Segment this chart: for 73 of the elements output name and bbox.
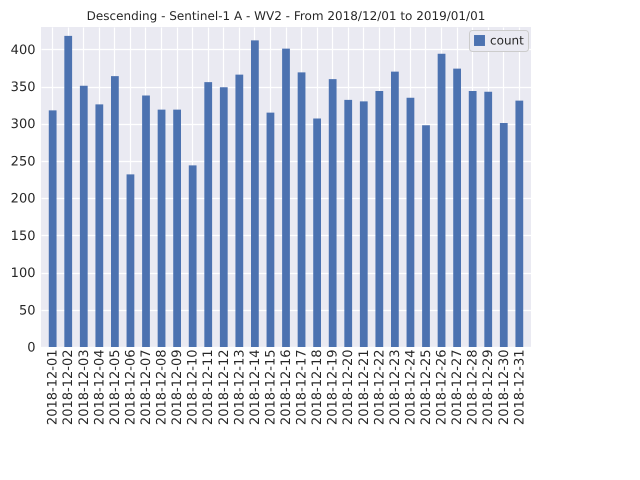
x-tick-label: 2018-12-11 <box>201 350 216 426</box>
bar <box>422 125 430 347</box>
bar <box>251 40 259 347</box>
x-tick-label: 2018-12-08 <box>154 350 170 426</box>
bar <box>111 76 119 347</box>
bar <box>220 87 228 347</box>
x-tick-label: 2018-12-04 <box>92 350 108 426</box>
x-tick-label: 2018-12-30 <box>496 350 512 426</box>
bar <box>204 82 212 347</box>
x-tick-label: 2018-12-13 <box>232 350 248 426</box>
x-tick-label: 2018-12-19 <box>326 350 341 426</box>
y-tick-label: 250 <box>10 154 36 170</box>
y-tick-label: 0 <box>27 340 36 356</box>
x-tick-label: 2018-12-25 <box>419 350 434 426</box>
y-tick-label: 50 <box>18 303 36 318</box>
y-tick-label: 400 <box>10 42 36 58</box>
x-tick-label: 2018-12-20 <box>341 350 356 426</box>
bar <box>468 91 477 347</box>
y-tick-label: 200 <box>10 192 36 207</box>
bar <box>173 110 181 347</box>
bar <box>266 112 274 347</box>
bar <box>360 101 368 347</box>
bar <box>126 174 134 347</box>
bar <box>188 165 197 347</box>
y-tick-label: 150 <box>10 228 36 244</box>
x-tick-label: 2018-12-07 <box>139 350 154 426</box>
x-tick-label: 2018-12-27 <box>450 350 466 426</box>
bar <box>158 110 166 347</box>
bar <box>298 72 306 347</box>
bar <box>64 36 72 347</box>
x-tick-label: 2018-12-12 <box>216 350 232 426</box>
x-tick-label: 2018-12-06 <box>123 350 138 426</box>
bar <box>375 91 384 347</box>
y-tick-label: 100 <box>10 266 36 282</box>
x-tick-label: 2018-12-21 <box>356 350 372 426</box>
bar <box>391 72 399 347</box>
bar <box>313 118 321 347</box>
x-tick-label: 2018-12-23 <box>388 350 403 426</box>
x-tick-label: 2018-12-18 <box>310 350 326 426</box>
bar <box>95 104 104 347</box>
x-tick-label: 2018-12-01 <box>46 350 61 426</box>
x-tick-label: 2018-12-26 <box>434 350 450 426</box>
bar <box>282 48 290 347</box>
bar <box>453 68 461 347</box>
y-tick-label: 350 <box>10 80 36 96</box>
bar <box>500 123 508 347</box>
x-tick-label: 2018-12-05 <box>108 350 123 426</box>
bar <box>328 79 337 347</box>
legend-label: count <box>490 34 524 48</box>
x-tick-label: 2018-12-16 <box>279 350 294 426</box>
bar <box>406 98 414 347</box>
x-tick-label: 2018-12-29 <box>481 350 496 426</box>
x-tick-label: 2018-12-31 <box>512 350 528 426</box>
bar <box>80 86 88 347</box>
x-tick-label: 2018-12-14 <box>248 350 263 426</box>
bar <box>344 100 352 347</box>
bar <box>438 54 446 347</box>
y-tick-label: 300 <box>10 117 36 132</box>
x-tick-label: 2018-12-28 <box>466 350 481 426</box>
x-tick-label: 2018-12-24 <box>403 350 418 426</box>
chart-title: Descending - Sentinel-1 A - WV2 - From 2018/12/01 to 2019/01/01 <box>86 9 486 23</box>
x-tick-label: 2018-12-10 <box>186 350 201 426</box>
x-tick-label: 2018-12-03 <box>76 350 92 426</box>
x-tick-label: 2018-12-17 <box>294 350 310 426</box>
bar <box>515 100 524 347</box>
x-tick-label: 2018-12-15 <box>263 350 278 426</box>
bar <box>235 74 244 347</box>
x-tick-label: 2018-12-09 <box>170 350 186 426</box>
x-tick-label: 2018-12-22 <box>372 350 388 426</box>
bar <box>142 95 150 347</box>
x-tick-label: 2018-12-02 <box>61 350 76 426</box>
bar <box>48 110 57 347</box>
bar <box>484 92 492 347</box>
